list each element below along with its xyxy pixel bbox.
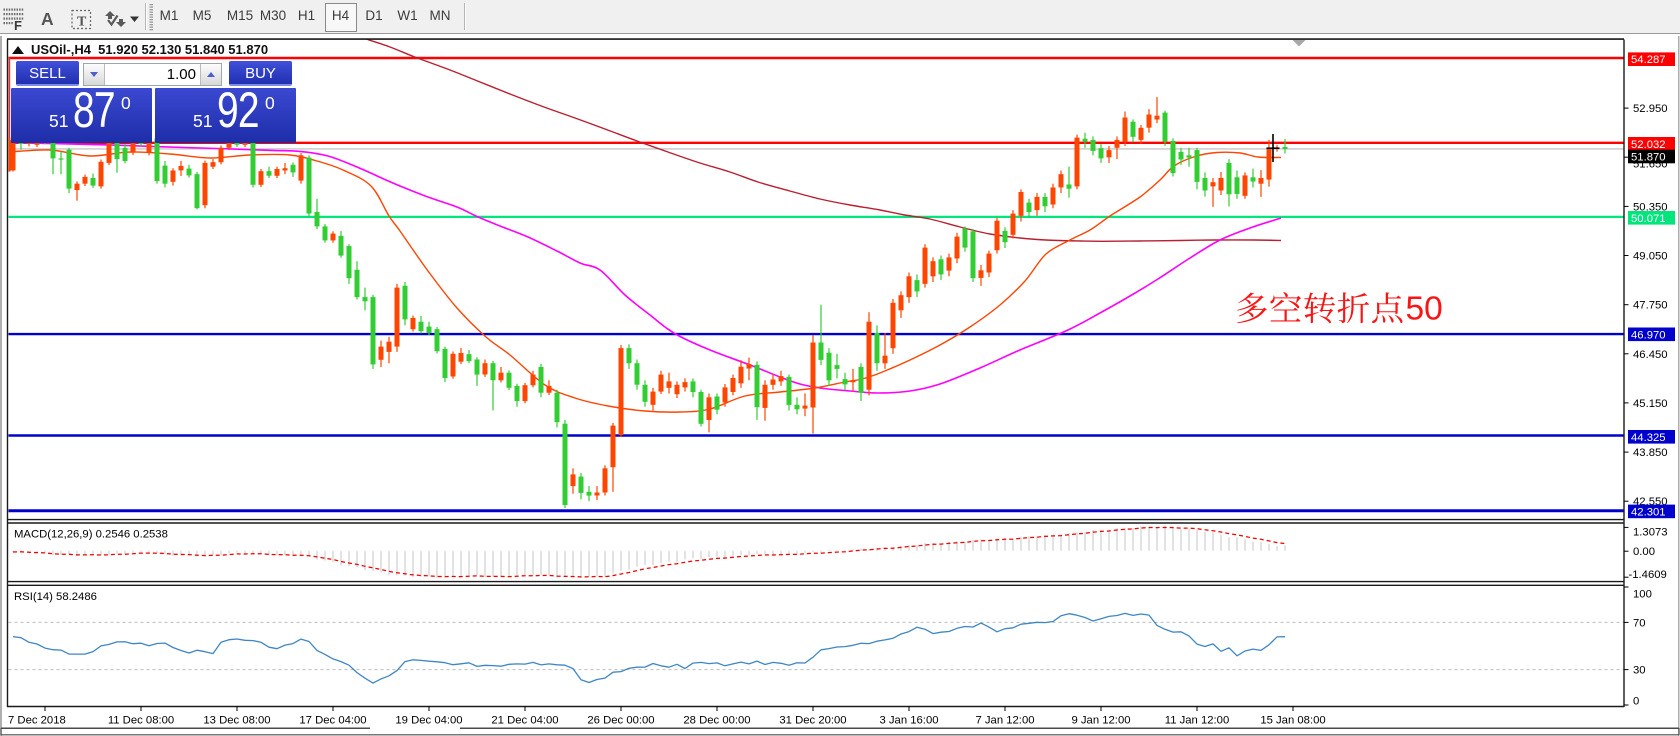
svg-text:42.301: 42.301 bbox=[1631, 506, 1666, 518]
svg-text:47.750: 47.750 bbox=[1633, 300, 1668, 312]
svg-text:-1.4609: -1.4609 bbox=[1629, 569, 1667, 581]
svg-text:31 Dec 20:00: 31 Dec 20:00 bbox=[779, 715, 846, 727]
svg-text:46.970: 46.970 bbox=[1631, 329, 1666, 341]
svg-text:52.032: 52.032 bbox=[1631, 139, 1666, 151]
svg-text:70: 70 bbox=[1633, 617, 1646, 629]
svg-text:F: F bbox=[14, 18, 22, 33]
svg-text:0.00: 0.00 bbox=[1633, 546, 1655, 558]
svg-text:MACD(12,26,9) 0.2546 0.2538: MACD(12,26,9) 0.2546 0.2538 bbox=[14, 529, 168, 541]
svg-text:21 Dec 04:00: 21 Dec 04:00 bbox=[491, 715, 558, 727]
svg-text:26 Dec 00:00: 26 Dec 00:00 bbox=[587, 715, 654, 727]
svg-text:51.870: 51.870 bbox=[1631, 152, 1666, 164]
svg-text:9 Jan 12:00: 9 Jan 12:00 bbox=[1071, 715, 1130, 727]
svg-text:RSI(14) 58.2486: RSI(14) 58.2486 bbox=[14, 591, 97, 603]
svg-text:13 Dec 08:00: 13 Dec 08:00 bbox=[203, 715, 270, 727]
svg-text:17 Dec 04:00: 17 Dec 04:00 bbox=[299, 715, 366, 727]
svg-text:A: A bbox=[41, 9, 54, 29]
svg-text:54.287: 54.287 bbox=[1631, 54, 1666, 66]
svg-text:50.071: 50.071 bbox=[1631, 213, 1666, 225]
svg-text:7 Jan 12:00: 7 Jan 12:00 bbox=[975, 715, 1034, 727]
svg-text:30: 30 bbox=[1633, 665, 1646, 677]
svg-text:46.450: 46.450 bbox=[1633, 349, 1668, 361]
svg-text:15 Jan 08:00: 15 Jan 08:00 bbox=[1260, 715, 1325, 727]
svg-text:49.050: 49.050 bbox=[1633, 251, 1668, 263]
svg-text:28 Dec 00:00: 28 Dec 00:00 bbox=[683, 715, 750, 727]
svg-text:100: 100 bbox=[1633, 589, 1652, 601]
svg-text:0: 0 bbox=[1633, 695, 1639, 707]
svg-text:45.150: 45.150 bbox=[1633, 398, 1668, 410]
svg-text:1.3073: 1.3073 bbox=[1633, 527, 1668, 539]
svg-text:19 Dec 04:00: 19 Dec 04:00 bbox=[395, 715, 462, 727]
svg-text:52.950: 52.950 bbox=[1633, 103, 1668, 115]
svg-text:50.350: 50.350 bbox=[1633, 201, 1668, 213]
svg-text:11 Dec 08:00: 11 Dec 08:00 bbox=[108, 715, 174, 727]
svg-text:44.325: 44.325 bbox=[1631, 432, 1666, 444]
svg-text:43.850: 43.850 bbox=[1633, 447, 1668, 459]
svg-text:3 Jan 16:00: 3 Jan 16:00 bbox=[879, 715, 938, 727]
svg-text:T: T bbox=[77, 15, 87, 30]
svg-text:11 Jan 12:00: 11 Jan 12:00 bbox=[1165, 715, 1230, 727]
svg-text:7 Dec 2018: 7 Dec 2018 bbox=[8, 715, 66, 727]
svg-text:50: 50 bbox=[1406, 291, 1443, 328]
